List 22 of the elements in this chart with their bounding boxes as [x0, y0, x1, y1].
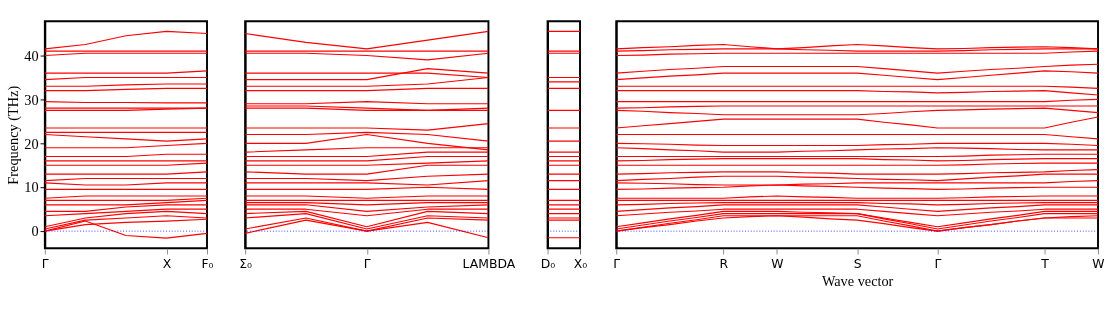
x-tick-label: Γ [613, 255, 621, 271]
x-tick-label: W [1092, 255, 1105, 271]
x-tick-label: F₀ [201, 255, 214, 271]
x-tick-label: X [162, 255, 172, 271]
y-tick-label: 30 [24, 91, 39, 108]
x-tick-label: W [771, 255, 784, 271]
x-tick-label: Γ [41, 255, 49, 271]
x-tick-label: R [719, 255, 729, 271]
y-tick-label: 20 [24, 135, 39, 152]
y-tick-label: 0 [31, 223, 39, 240]
x-tick-label: T [1040, 255, 1050, 271]
y-axis-title: Frequency (THz) [4, 85, 22, 185]
x-tick-label: Γ [934, 255, 942, 271]
y-tick-label: 40 [24, 47, 39, 64]
x-tick-label: S [853, 255, 862, 271]
x-tick-label: D₀ [540, 255, 556, 271]
x-tick-label: Σ₀ [239, 255, 253, 271]
x-tick-label: LAMBDA [462, 255, 516, 271]
y-tick-label: 10 [24, 179, 39, 196]
x-tick-label: Γ [363, 255, 371, 271]
x-tick-label: X₀ [573, 255, 588, 271]
x-axis-title: Wave vector [821, 272, 894, 289]
